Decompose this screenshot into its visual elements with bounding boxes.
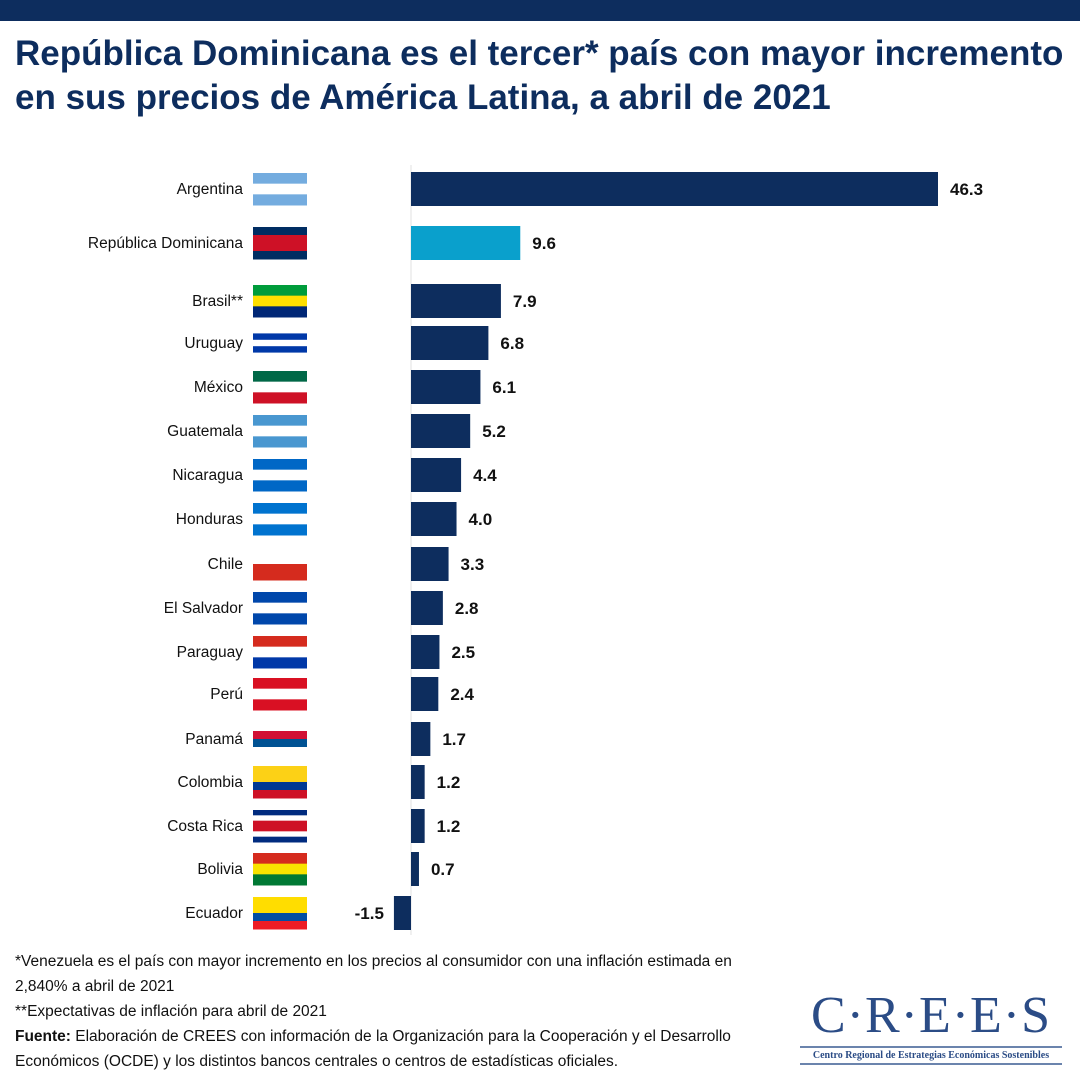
value-label: 2.5 <box>451 643 475 662</box>
category-label: Argentina <box>177 181 244 198</box>
bar-chart: Argentina 46.3 República Dominicana 9.6 Bras… <box>88 165 983 935</box>
category-label: Nicaragua <box>172 467 243 484</box>
category-label: Colombia <box>178 774 244 791</box>
flag-icon <box>253 503 307 536</box>
value-label: 9.6 <box>532 234 556 253</box>
footnotes: *Venezuela es el país con mayor incremen… <box>15 949 785 1074</box>
logo-subtitle: Centro Regional de Estrategias Económica… <box>812 1050 1050 1061</box>
crees-logo: C·R·E·E·S Centro Regional de Estrategias… <box>800 990 1062 1065</box>
value-label: 4.0 <box>469 510 493 529</box>
logo-wordmark: C·R·E·E·S <box>810 987 1052 1044</box>
category-label: Guatemala <box>167 423 243 440</box>
flag-icon <box>253 285 307 318</box>
bar <box>411 809 425 843</box>
flag-icon <box>253 459 307 492</box>
category-label: Paraguay <box>177 644 244 661</box>
value-label: -1.5 <box>355 904 384 923</box>
flag-icon <box>253 415 307 448</box>
flag-icon <box>253 327 307 360</box>
bar <box>411 172 938 206</box>
value-label: 46.3 <box>950 180 983 199</box>
value-label: 6.8 <box>500 334 524 353</box>
category-label: República Dominicana <box>88 235 243 252</box>
bar <box>411 414 471 448</box>
value-label: 6.1 <box>492 378 516 397</box>
flag-icon <box>253 766 307 799</box>
category-label: Brasil** <box>192 293 243 310</box>
value-label: 1.2 <box>437 817 461 836</box>
bar <box>411 226 521 260</box>
flag-icon <box>253 592 307 625</box>
flag-icon <box>253 227 307 260</box>
source-note: Fuente: Elaboración de CREES con informa… <box>15 1024 785 1074</box>
flag-icon <box>253 371 307 404</box>
bar <box>411 852 419 886</box>
flag-icon <box>253 853 307 886</box>
category-label: Uruguay <box>184 335 243 352</box>
category-label: Costa Rica <box>167 818 243 835</box>
source-label: Fuente: <box>15 1028 71 1045</box>
flag-icon <box>253 810 307 843</box>
flag-icon <box>253 548 307 581</box>
value-label: 2.8 <box>455 599 479 618</box>
bar <box>411 458 462 492</box>
value-label: 1.2 <box>437 773 461 792</box>
bar <box>411 677 439 711</box>
flag-icon <box>253 897 307 930</box>
bar <box>411 765 425 799</box>
category-label: Ecuador <box>185 905 243 922</box>
bar <box>411 370 481 404</box>
footnote-venezuela: *Venezuela es el país con mayor incremen… <box>15 953 732 995</box>
value-label: 5.2 <box>482 422 506 441</box>
category-label: Panamá <box>185 731 243 748</box>
flag-icon <box>253 173 307 206</box>
top-banner <box>0 0 1080 21</box>
flag-icon <box>253 678 307 711</box>
bar <box>411 284 501 318</box>
bar <box>411 591 443 625</box>
category-label: El Salvador <box>164 600 243 617</box>
value-label: 4.4 <box>473 466 497 485</box>
category-label: Chile <box>208 556 243 573</box>
bar <box>411 326 489 360</box>
flag-icon <box>253 636 307 669</box>
bar <box>411 502 457 536</box>
flag-icon <box>253 723 307 756</box>
bar <box>411 547 449 581</box>
value-label: 1.7 <box>442 730 466 749</box>
bar <box>411 635 440 669</box>
bar <box>393 896 411 930</box>
value-label: 0.7 <box>431 860 455 879</box>
value-label: 3.3 <box>461 555 485 574</box>
value-label: 2.4 <box>450 685 474 704</box>
category-label: Perú <box>210 686 243 703</box>
value-label: 7.9 <box>513 292 537 311</box>
category-label: Honduras <box>176 511 243 528</box>
category-label: Bolivia <box>197 861 243 878</box>
bar <box>411 722 431 756</box>
chart-title: República Dominicana es el tercer* país … <box>15 34 1064 117</box>
footnote-brasil: **Expectativas de inflación para abril d… <box>15 1003 327 1020</box>
category-label: México <box>194 379 243 396</box>
source-text: Elaboración de CREES con información de … <box>15 1028 731 1070</box>
